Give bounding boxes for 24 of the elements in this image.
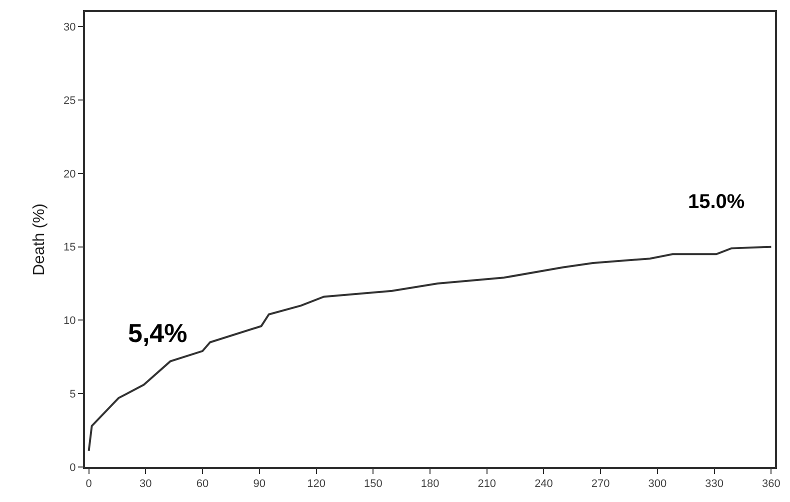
line-series <box>88 246 772 452</box>
x-tick-label: 60 <box>196 478 209 490</box>
y-tick-label: 30 <box>64 22 76 34</box>
x-tick-label: 300 <box>648 478 667 490</box>
x-tick-label: 30 <box>140 478 152 490</box>
y-tick-label: 10 <box>64 315 76 328</box>
x-tick-label: 360 <box>762 478 780 490</box>
y-tick-label: 20 <box>64 168 76 180</box>
y-axis-title: Death (%) <box>30 203 48 276</box>
annotation: 5,4% <box>128 318 188 348</box>
y-tick-label: 5 <box>70 388 76 400</box>
x-tick-label: 270 <box>591 478 610 490</box>
x-tick-label: 180 <box>420 478 440 490</box>
x-tick-label: 0 <box>86 478 92 490</box>
x-tick-label: 150 <box>364 478 382 490</box>
x-tick-label: 210 <box>478 478 496 490</box>
x-tick-label: 330 <box>705 478 724 490</box>
x-tick-label: 120 <box>307 478 326 490</box>
y-tick-label: 25 <box>64 94 76 107</box>
annotation: 15.0% <box>688 191 745 213</box>
x-tick-label: 240 <box>534 478 553 490</box>
y-tick-label: 15 <box>64 242 76 254</box>
y-tick-label: 0 <box>70 462 76 474</box>
x-tick-label: 90 <box>253 478 266 490</box>
